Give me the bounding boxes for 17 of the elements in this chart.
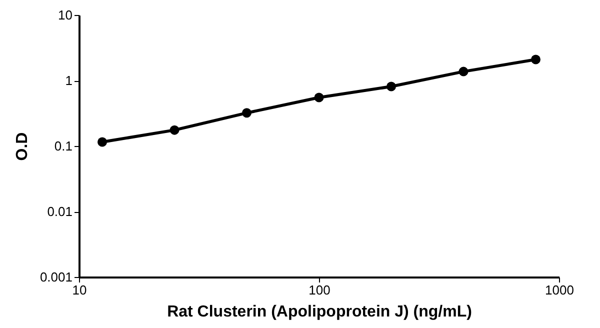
x-tick-label: 10 [72, 282, 87, 298]
point [98, 137, 107, 147]
x-tick-label: 1000 [545, 282, 574, 298]
point [458, 66, 468, 76]
point [170, 125, 180, 135]
point [386, 82, 396, 92]
y-tick-label: 10 [58, 8, 72, 22]
y-tick-label: 0.001 [40, 270, 72, 284]
y-tick-label: 0.01 [47, 204, 72, 219]
y-tick-label: 1 [65, 73, 72, 88]
x-axis-title: Rat Clusterin (Apolipoprotein J) (ng/mL) [167, 304, 472, 320]
y-axis-title: O.D [14, 132, 31, 161]
x-tick-label: 100 [308, 282, 330, 298]
point [531, 54, 540, 64]
point [242, 108, 252, 118]
point [314, 92, 324, 102]
y-tick-label: 0.1 [54, 138, 72, 154]
